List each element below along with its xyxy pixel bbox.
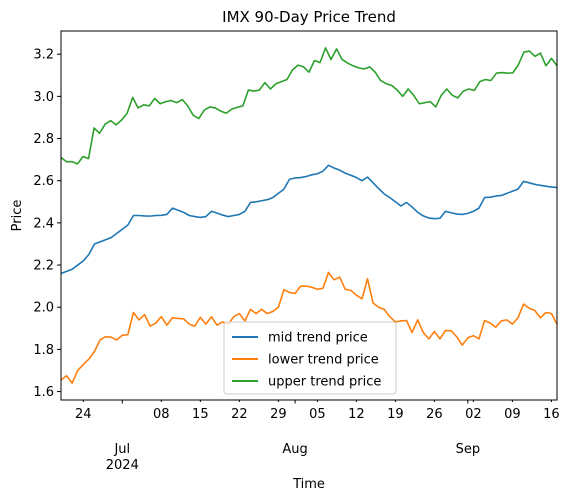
- x-axis-label: Time: [292, 477, 325, 492]
- legend-entry-0: mid trend price: [268, 331, 368, 346]
- x-tick-label: 05: [309, 407, 326, 422]
- x-tick-label: Aug: [282, 442, 307, 457]
- y-tick-label: 2.0: [33, 301, 54, 316]
- y-tick-label: 3.0: [33, 90, 54, 105]
- series-layer: [60, 47, 558, 384]
- x-axis: 24 Jul 2024 08 15 22 29 Aug 05 12 19 26 Sep 02 09 16: [75, 400, 560, 473]
- y-axis-label: Price: [10, 200, 25, 232]
- legend-entry-1: lower trend price: [268, 353, 379, 368]
- legend-entry-2: upper trend price: [268, 375, 381, 390]
- chart-title: IMX 90-Day Price Trend: [222, 8, 396, 26]
- x-tick-label: 15: [192, 407, 209, 422]
- x-tick-label: 26: [426, 407, 443, 422]
- x-tick-label: 16: [543, 407, 560, 422]
- x-tick-label: 09: [504, 407, 521, 422]
- x-tick-label: Jul 2024: [106, 442, 139, 473]
- x-tick-label: 19: [387, 407, 404, 422]
- series-line-2: [60, 47, 558, 165]
- y-tick-label: 2.6: [33, 174, 54, 189]
- legend-box: [223, 321, 397, 395]
- legend: mid trend price lower trend price upper tr…: [223, 321, 397, 395]
- y-tick-label: 2.2: [33, 259, 54, 274]
- x-tick-label: 24: [75, 407, 92, 422]
- series-line-1: [60, 271, 558, 384]
- x-tick-label: 29: [270, 407, 287, 422]
- series-line-0: [60, 164, 558, 275]
- x-tick-label: 08: [153, 407, 170, 422]
- y-axis: 1.6 1.8 2.0 2.2 2.4 2.6 2.8 3.0 3.2: [33, 48, 61, 400]
- y-tick-label: 1.8: [33, 343, 54, 358]
- y-tick-label: 2.4: [33, 216, 54, 231]
- x-tick-label: Sep: [456, 442, 481, 457]
- plot-frame: [60, 30, 558, 401]
- y-tick-label: 2.8: [33, 132, 54, 147]
- y-tick-label: 3.2: [33, 48, 54, 63]
- y-tick-label: 1.6: [33, 385, 54, 400]
- x-tick-label: 12: [348, 407, 365, 422]
- x-tick-label: 22: [231, 407, 248, 422]
- x-tick-label: 02: [465, 407, 482, 422]
